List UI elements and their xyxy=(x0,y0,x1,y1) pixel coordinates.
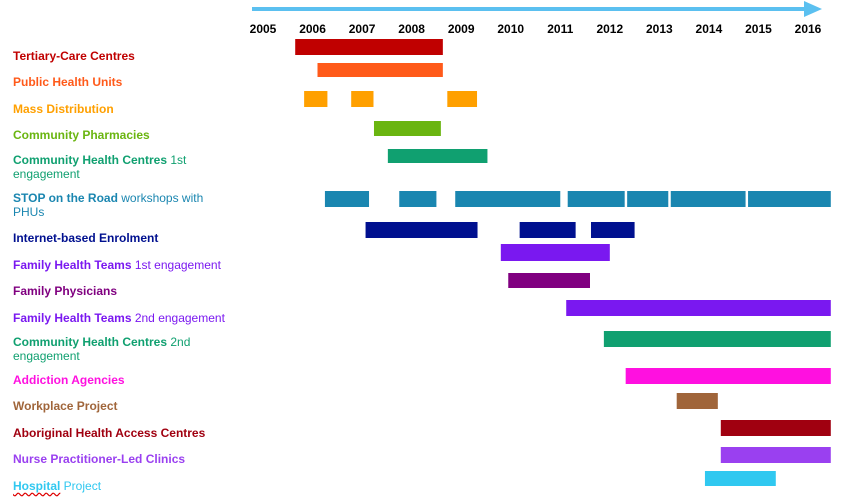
year-tick-label: 2010 xyxy=(497,22,524,36)
gantt-bar xyxy=(387,149,488,163)
gantt-bar xyxy=(676,393,718,409)
row-label-main: Family Physicians xyxy=(13,284,118,298)
row-label-main: Mass Distribution xyxy=(13,102,114,116)
timeline-arrow-head xyxy=(804,1,822,17)
gantt-bar xyxy=(324,191,370,207)
row-label-main: STOP on the Road xyxy=(13,191,118,205)
year-tick-label: 2015 xyxy=(745,22,772,36)
row-label-main: Community Health Centres xyxy=(13,153,168,167)
gantt-bar xyxy=(447,91,478,107)
year-tick-label: 2005 xyxy=(250,22,277,36)
gantt-bar xyxy=(704,471,776,486)
row-label: Family Health Teams 2nd engagement xyxy=(13,311,225,325)
row-label-main: Addiction Agencies xyxy=(13,373,125,387)
gantt-bar xyxy=(566,300,831,316)
row-label-main: Nurse Practitioner-Led Clinics xyxy=(13,452,186,466)
year-tick-label: 2016 xyxy=(795,22,822,36)
row-label: Tertiary-Care Centres xyxy=(13,49,135,63)
gantt-bar xyxy=(748,191,831,207)
row-label-main: Tertiary-Care Centres xyxy=(13,49,135,63)
gantt-bar xyxy=(304,91,328,107)
row-label-note: 2nd engagement xyxy=(131,311,225,325)
gantt-bar xyxy=(373,121,441,136)
gantt-bar xyxy=(399,191,437,207)
gantt-bar xyxy=(519,222,576,238)
row-label: Mass Distribution xyxy=(13,102,114,116)
year-tick-label: 2012 xyxy=(596,22,623,36)
row-label-note: 1st engagement xyxy=(131,258,221,272)
row-label-note: workshops with PHUs xyxy=(13,191,204,219)
row-label: Workplace Project xyxy=(13,399,117,413)
row-label-note: 1st engagement xyxy=(13,153,187,181)
row-label-note: 2nd engagement xyxy=(13,335,191,363)
row-label-main: Internet-based Enrolment xyxy=(13,231,159,245)
row-label-main: Public Health Units xyxy=(13,75,123,89)
gantt-bar xyxy=(500,244,610,261)
row-label: Hospital Project xyxy=(13,479,101,493)
gantt-bar xyxy=(625,368,831,384)
gantt-bar xyxy=(365,222,478,238)
row-label-main: Community Health Centres xyxy=(13,335,168,349)
row-label: Aboriginal Health Access Centres xyxy=(13,426,205,440)
year-tick-label: 2011 xyxy=(547,22,573,36)
row-label: Public Health Units xyxy=(13,75,122,89)
row-label-note: Project xyxy=(60,479,102,493)
row-label-main: Workplace Project xyxy=(13,399,118,413)
gantt-bar xyxy=(455,191,561,207)
year-tick-label: 2008 xyxy=(398,22,425,36)
gantt-bar xyxy=(317,63,443,77)
year-tick-label: 2007 xyxy=(349,22,376,36)
row-label: Family Health Teams 1st engagement xyxy=(13,258,221,272)
gantt-bar xyxy=(720,420,831,436)
year-tick-label: 2009 xyxy=(448,22,475,36)
row-label: Family Physicians xyxy=(13,284,117,298)
gantt-bar xyxy=(670,191,746,207)
row-label-main: Family Health Teams xyxy=(13,311,132,325)
row-label: Internet-based Enrolment xyxy=(13,231,158,245)
gantt-bar xyxy=(603,331,831,347)
row-label-main: Hospital xyxy=(13,479,61,493)
row-label: Nurse Practitioner-Led Clinics xyxy=(13,452,185,466)
gantt-bar xyxy=(590,222,635,238)
gantt-bar xyxy=(720,447,831,463)
row-label: Addiction Agencies xyxy=(13,373,125,387)
gantt-bar xyxy=(567,191,625,207)
year-tick-label: 2006 xyxy=(299,22,326,36)
year-tick-label: 2014 xyxy=(696,22,723,36)
row-label: Community Health Centres 1st engagement xyxy=(13,153,213,181)
row-label: Community Health Centres 2nd engagement xyxy=(13,335,213,363)
row-label: STOP on the Road workshops with PHUs xyxy=(13,191,213,219)
row-label: Community Pharmacies xyxy=(13,128,150,142)
row-label-main: Aboriginal Health Access Centres xyxy=(13,426,206,440)
year-tick-label: 2013 xyxy=(646,22,673,36)
gantt-bar xyxy=(295,39,443,55)
row-label-main: Family Health Teams xyxy=(13,258,132,272)
gantt-bar xyxy=(351,91,374,107)
gantt-bar xyxy=(627,191,669,207)
row-label-main: Community Pharmacies xyxy=(13,128,150,142)
gantt-bar xyxy=(508,273,590,288)
